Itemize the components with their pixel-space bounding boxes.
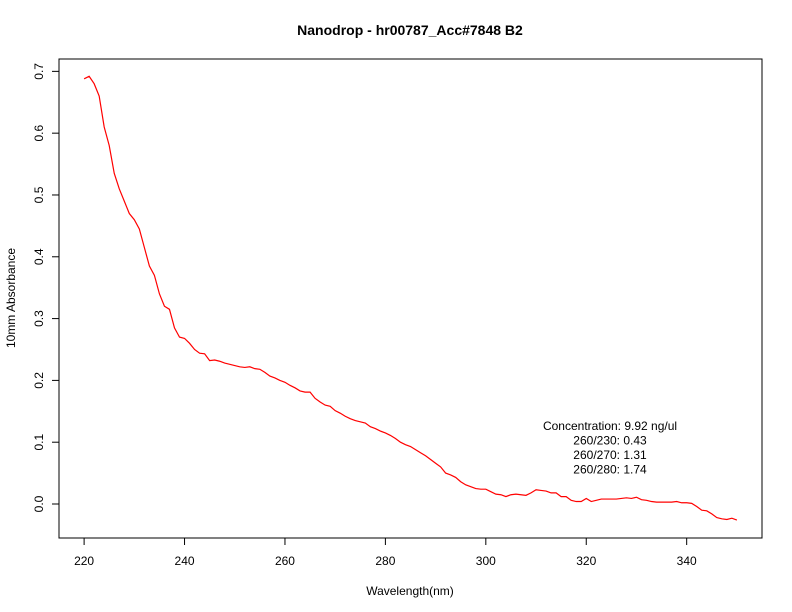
y-tick-label: 0.5: [32, 186, 46, 203]
annotation-line: Concentration: 9.92 ng/ul: [543, 419, 677, 433]
x-tick-label: 300: [476, 554, 496, 568]
y-tick-label: 0.0: [32, 495, 46, 512]
y-tick-label: 0.4: [32, 248, 46, 265]
x-tick-label: 240: [175, 554, 195, 568]
x-axis: 220 240 260 280 300 320 340: [74, 537, 697, 568]
annotation-line: 260/280: 1.74: [573, 463, 647, 477]
y-tick-label: 0.6: [32, 125, 46, 142]
x-tick-label: 280: [375, 554, 395, 568]
y-tick-label: 0.3: [32, 310, 46, 327]
y-tick-label: 0.1: [32, 434, 46, 451]
x-tick-label: 340: [677, 554, 697, 568]
x-tick-label: 220: [74, 554, 94, 568]
absorbance-series-line: [83, 75, 738, 521]
plot-frame: [58, 58, 763, 539]
y-axis-label: 10mm Absorbance: [4, 248, 18, 348]
annotation-line: 260/230: 0.43: [573, 434, 647, 448]
y-tick-label: 0.7: [32, 63, 46, 80]
chart-title: Nanodrop - hr00787_Acc#7848 B2: [297, 22, 523, 38]
y-axis: 0.0 0.1 0.2 0.3 0.4 0.5 0.6 0.7: [32, 63, 60, 512]
annotation-line: 260/270: 1.31: [573, 448, 647, 462]
x-axis-label: Wavelength(nm): [366, 584, 454, 598]
x-tick-label: 260: [275, 554, 295, 568]
x-tick-label: 320: [576, 554, 596, 568]
y-tick-label: 0.2: [32, 372, 46, 389]
